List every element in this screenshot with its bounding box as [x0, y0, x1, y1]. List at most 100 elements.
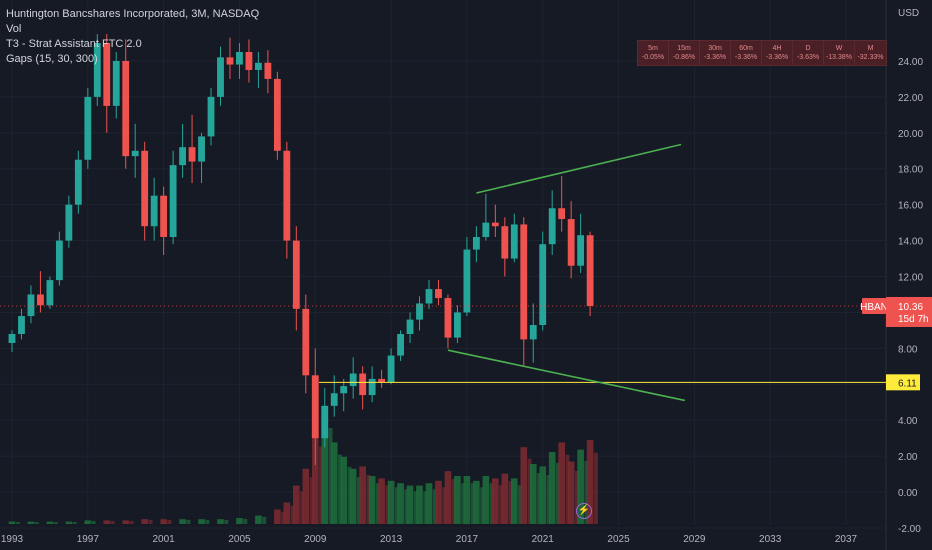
channel-upper-line[interactable]: [476, 143, 682, 194]
candle-body: [311, 375, 319, 439]
legend-indicator-strat[interactable]: T3 - Strat Assistant FTC 2.0: [6, 38, 142, 50]
candle-body: [567, 219, 575, 266]
time-axis-label: 2029: [683, 534, 706, 545]
volume-bar: [321, 411, 329, 524]
volume-bar: [330, 442, 338, 524]
volume-bar: [129, 520, 134, 524]
volume-bar: [567, 461, 575, 524]
volume-bar: [205, 519, 210, 524]
volume-bar: [262, 516, 267, 524]
symbol-tag: [862, 297, 886, 314]
volume-bar: [508, 481, 513, 524]
price-axis-label: 2.00: [898, 452, 918, 463]
volume-bar: [480, 487, 485, 524]
candle-body: [501, 226, 509, 259]
volume-bar: [539, 466, 547, 524]
perf-change: -3.36%: [765, 54, 789, 61]
perf-timeframe: D: [805, 45, 811, 52]
perf-cell: 5m -0.05%: [638, 41, 669, 65]
volume-bar: [416, 485, 423, 524]
level-price-value: 6.11: [898, 378, 917, 389]
time-axis-label: 1993: [1, 534, 24, 545]
candle-body: [397, 334, 404, 356]
volume-bar: [518, 485, 523, 524]
candle-body: [349, 373, 357, 387]
volume-bar: [586, 440, 594, 524]
candle-body: [425, 289, 433, 304]
volume-bar: [413, 491, 418, 524]
volume-bar: [8, 521, 16, 524]
perf-timeframe: 15m: [677, 45, 691, 52]
time-axis-label: 2005: [228, 534, 251, 545]
volume-bar: [537, 473, 542, 524]
candle-body: [454, 312, 461, 338]
volume-bar: [281, 511, 286, 524]
price-axis-label: 18.00: [898, 165, 923, 176]
volume-bar: [375, 483, 380, 524]
volume-bar: [366, 475, 371, 524]
candle-body: [217, 57, 224, 97]
candle-body: [321, 405, 329, 439]
price-axis-label: -2.00: [898, 524, 921, 535]
volume-bar: [470, 483, 475, 524]
candle-body: [387, 355, 395, 383]
volume-bar: [349, 468, 357, 524]
level-price-tag: [886, 374, 920, 391]
volume-bar: [394, 487, 399, 524]
time-axis-label: 1997: [77, 534, 100, 545]
perf-timeframe: W: [835, 45, 843, 52]
volume-bar: [300, 491, 305, 524]
candle-body: [264, 62, 272, 79]
perf-cell: 30m -3.36%: [700, 41, 731, 65]
candle-body: [416, 303, 423, 320]
candle-body: [122, 60, 130, 157]
candle-body: [577, 235, 585, 266]
volume-bar: [406, 485, 414, 524]
volume-bar: [442, 487, 447, 524]
volume-bar: [499, 485, 504, 524]
candle-body: [548, 208, 556, 245]
candle-body: [74, 159, 82, 205]
lightning-icon[interactable]: ⚡: [576, 503, 592, 519]
candle-body: [245, 51, 253, 70]
legend-vol[interactable]: Vol: [6, 23, 22, 35]
volume-bar: [489, 483, 494, 524]
performance-table: 5m -0.05% 15m -0.86% 30m -3.36% 60m -3.36% 4H -3.…: [637, 40, 887, 66]
price-axis-label: 22.00: [898, 93, 923, 104]
candle-body: [302, 308, 310, 376]
candle-body: [463, 249, 471, 313]
last-price-tag: [886, 296, 932, 327]
volume-bar: [510, 478, 518, 524]
candle-body: [283, 150, 291, 241]
volume-bar: [53, 521, 58, 524]
volume-bar: [423, 491, 428, 524]
candle-body: [472, 237, 480, 250]
candle-body: [27, 294, 35, 317]
price-axis-label: 14.00: [898, 237, 923, 248]
volume-bar: [444, 471, 452, 524]
volume-bar: [385, 485, 390, 524]
volume-bar: [340, 456, 348, 524]
volume-bar: [15, 521, 20, 524]
candle-body: [150, 195, 158, 227]
time-axis-label: 2025: [607, 534, 630, 545]
volume-bar: [122, 520, 130, 524]
volume-bar: [46, 521, 54, 524]
volume-bar: [387, 480, 395, 524]
volume-bar: [319, 446, 324, 524]
time-axis-label: 2001: [153, 534, 176, 545]
volume-bar: [435, 480, 442, 524]
volume-bar: [198, 519, 205, 524]
volume-bar: [148, 519, 153, 524]
legend-indicator-gaps[interactable]: Gaps (15, 30, 300): [6, 53, 98, 65]
legend-title[interactable]: Huntington Bancshares Incorporated, 3M, …: [6, 8, 260, 20]
candle-body: [444, 298, 452, 338]
channel-lower-line[interactable]: [447, 349, 686, 402]
candle-body: [340, 386, 348, 394]
perf-change: -3.36%: [703, 54, 727, 61]
candle-body: [37, 294, 44, 306]
candle-body: [482, 222, 490, 237]
candle-body: [406, 319, 414, 334]
